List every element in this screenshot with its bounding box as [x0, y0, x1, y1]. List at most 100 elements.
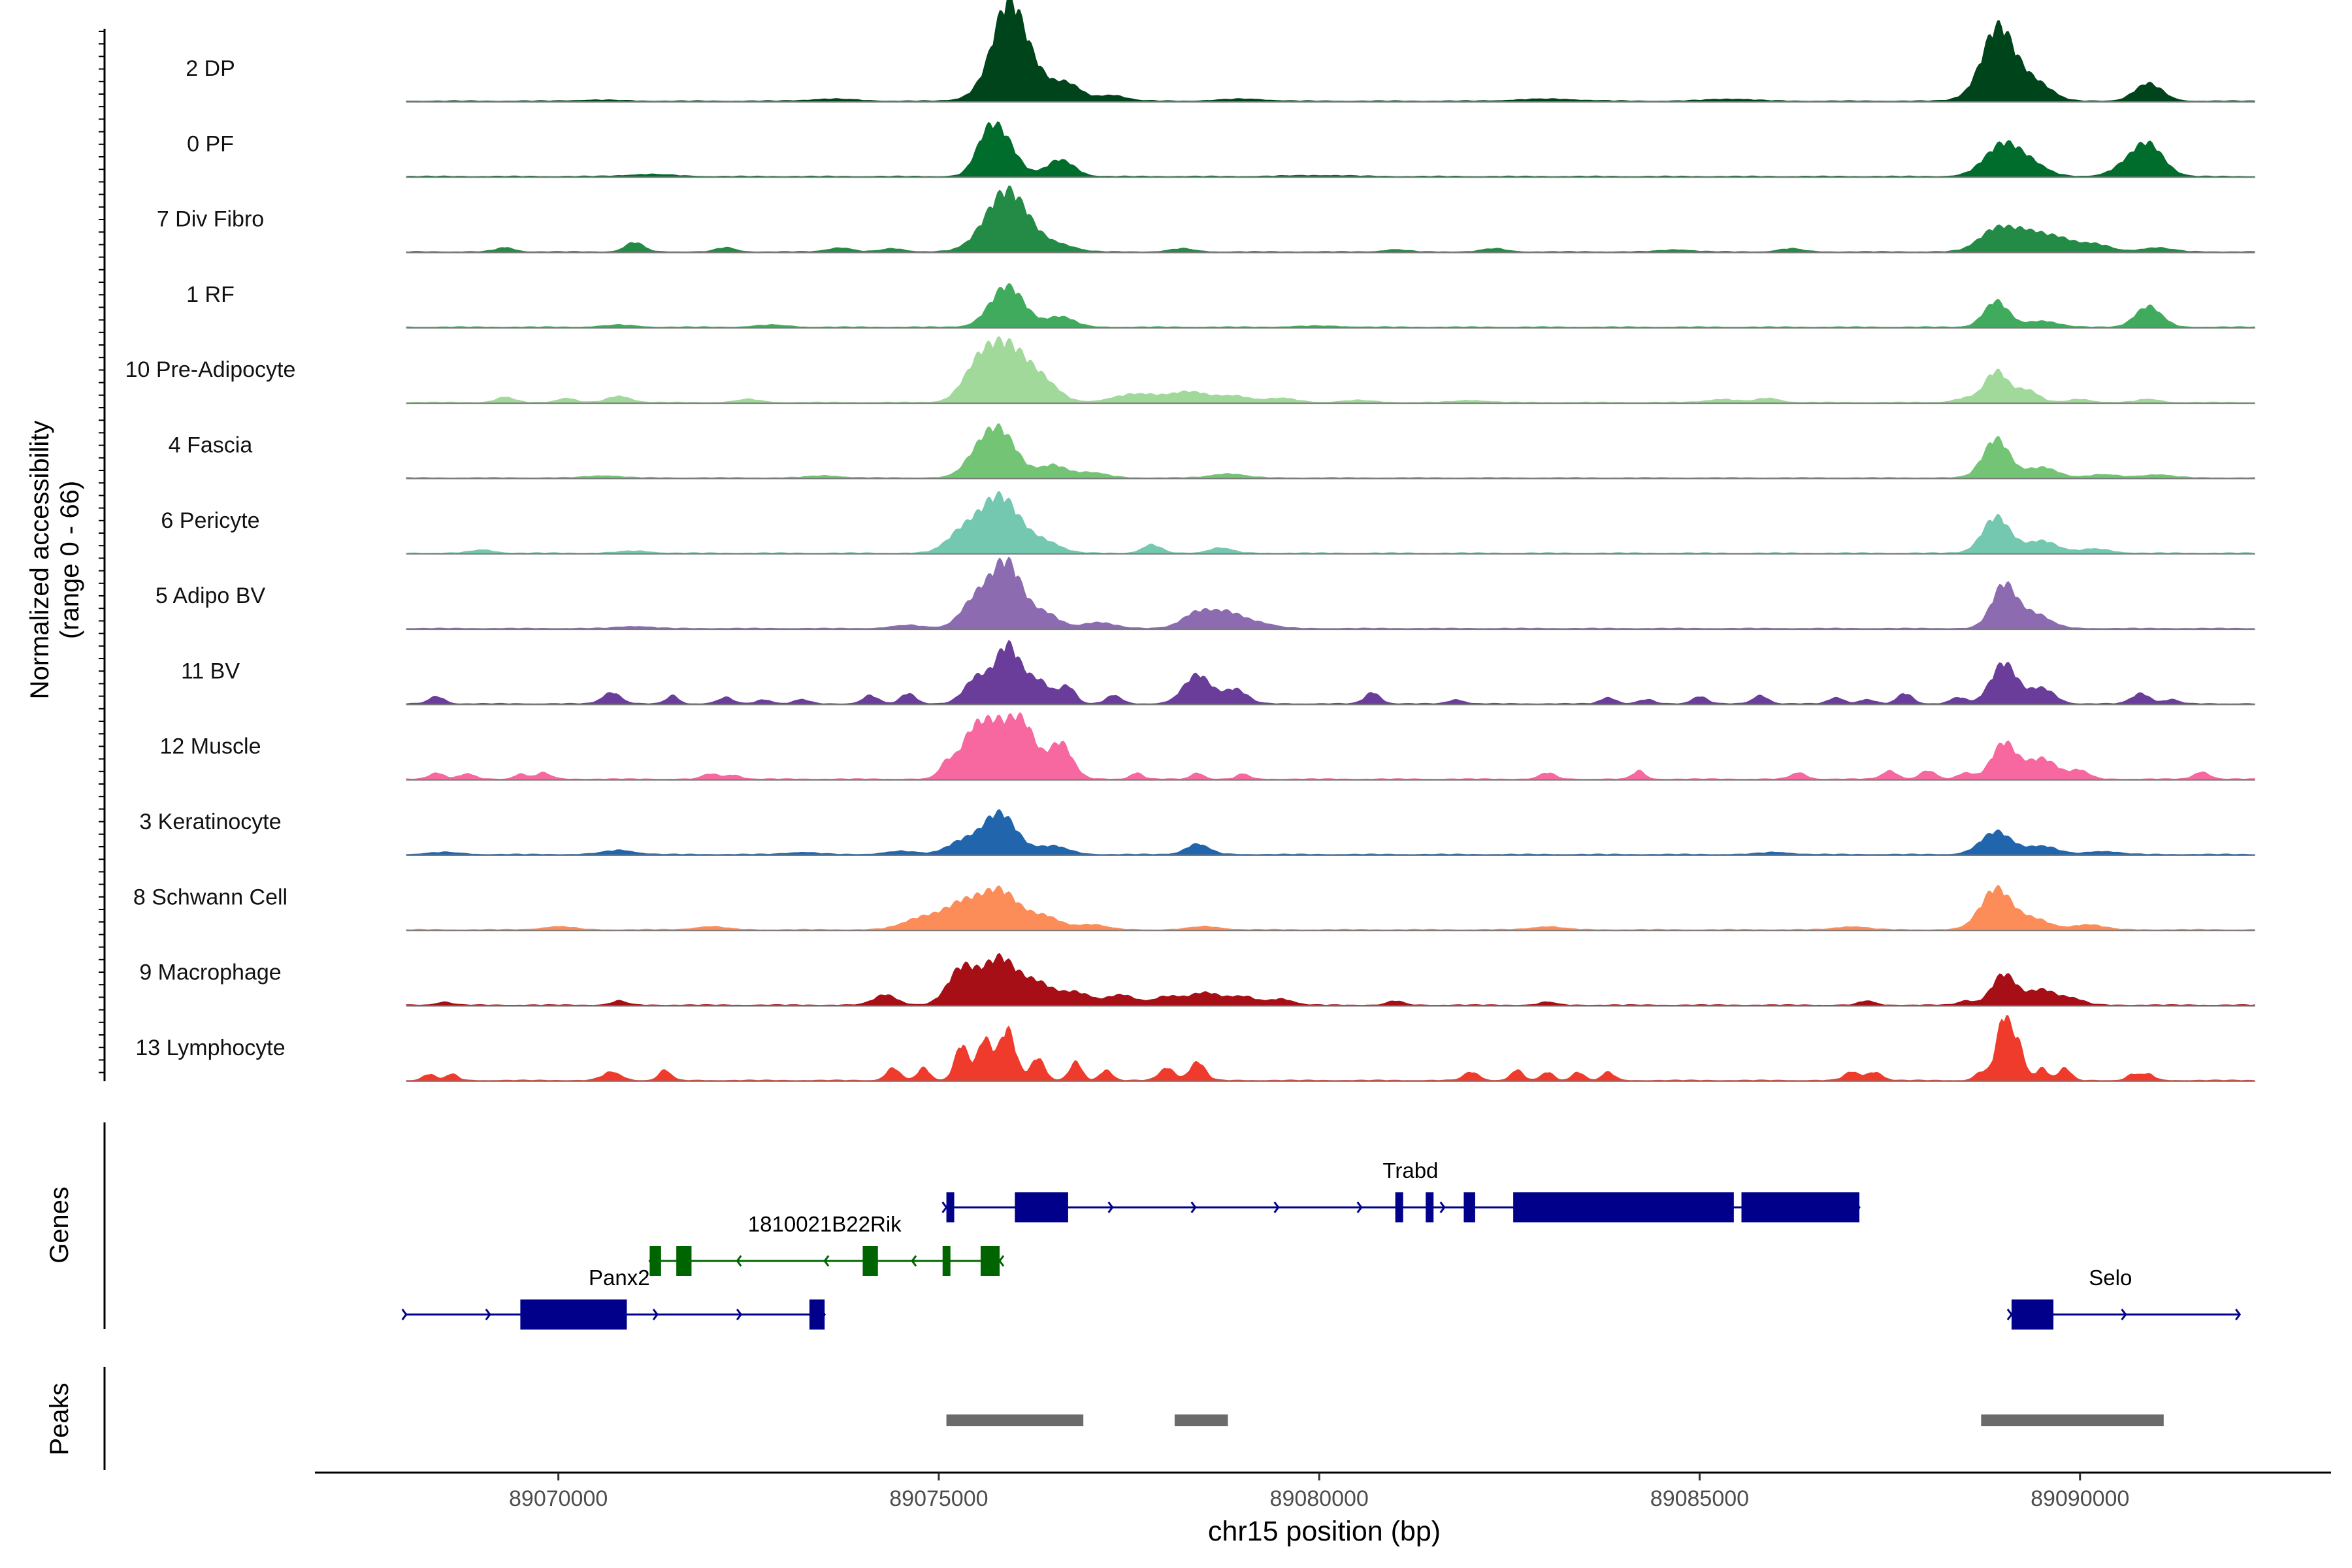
coverage-track	[406, 711, 2255, 781]
gene-exon	[1426, 1192, 1434, 1222]
gene-exon	[942, 1246, 951, 1276]
genes-panel-label: Genes	[45, 1186, 74, 1264]
gene-exon	[1015, 1192, 1068, 1222]
coverage-track	[406, 121, 2255, 178]
coverage-track	[406, 556, 2255, 630]
genes-panel: Trabd 1810021B22Rik Panx2 Selo	[103, 1122, 2242, 1330]
peak-region	[1174, 1414, 1228, 1426]
coverage-track	[406, 185, 2255, 253]
strand-arrow	[1356, 1201, 1363, 1213]
y-axis-title-line1: Normalized accessibility	[25, 421, 54, 700]
gene-model: Trabd	[941, 1158, 1861, 1222]
gene-name-label: 1810021B22Rik	[748, 1212, 902, 1236]
coverage-tracks	[99, 0, 2255, 1082]
strand-arrow	[911, 1255, 917, 1267]
track-label: 0 PF	[187, 131, 234, 156]
coverage-area	[406, 423, 2255, 479]
strand-arrow	[736, 1309, 743, 1320]
strand-arrow	[1190, 1201, 1197, 1213]
peak-region	[946, 1414, 1084, 1426]
peaks-panel-label: Peaks	[45, 1382, 74, 1455]
coverage-area	[406, 556, 2255, 630]
coverage-track	[406, 491, 2255, 555]
coverage-area	[406, 953, 2255, 1006]
x-tick-label: 89090000	[2031, 1486, 2129, 1511]
coverage-track	[406, 0, 2255, 103]
gene-exon	[946, 1192, 955, 1222]
coverage-track	[406, 885, 2255, 932]
coverage-track	[406, 640, 2255, 706]
gene-exon	[980, 1246, 1000, 1276]
gene-exon	[1395, 1192, 1403, 1222]
track-label: 10 Pre-Adipocyte	[125, 357, 296, 382]
coverage-area	[406, 809, 2255, 855]
coverage-area	[406, 1015, 2255, 1081]
x-axis: 89070000 89075000 89080000 89085000 89090000	[315, 1471, 2331, 1511]
strand-arrow	[941, 1201, 948, 1213]
coverage-area	[406, 711, 2255, 780]
gene-name-label: Panx2	[589, 1266, 650, 1290]
gene-exon	[809, 1299, 825, 1330]
gene-exon	[1463, 1192, 1475, 1222]
strand-arrow	[401, 1309, 408, 1320]
peaks-panel	[103, 1367, 2164, 1470]
gene-exon	[1513, 1192, 1734, 1222]
gene-exon	[676, 1246, 692, 1276]
peak-region	[1981, 1414, 2164, 1426]
strand-arrow	[823, 1255, 830, 1267]
gene-exon	[649, 1246, 661, 1276]
x-tick-label: 89080000	[1270, 1486, 1369, 1511]
coverage-track	[406, 423, 2255, 480]
strand-arrow	[998, 1255, 1005, 1267]
coverage-area	[406, 640, 2255, 705]
gene-model: Selo	[2006, 1266, 2242, 1330]
gene-model: 1810021B22Rik	[648, 1212, 1005, 1276]
strand-arrow	[2121, 1309, 2127, 1320]
strand-arrow	[2235, 1309, 2242, 1320]
strand-arrow	[652, 1309, 659, 1320]
coverage-area	[406, 121, 2255, 178]
coverage-track	[406, 283, 2255, 329]
gene-exon	[1741, 1192, 1859, 1222]
track-label: 3 Keratinocyte	[139, 809, 281, 834]
coverage-track	[406, 953, 2255, 1007]
coverage-area	[406, 185, 2255, 253]
coverage-track	[406, 1015, 2255, 1082]
strand-arrow	[2006, 1309, 2013, 1320]
gene-exon	[2011, 1299, 2053, 1330]
gene-model: Panx2	[401, 1266, 826, 1330]
x-tick-label: 89070000	[509, 1486, 608, 1511]
x-tick-label: 89075000	[889, 1486, 988, 1511]
gene-name-label: Trabd	[1382, 1158, 1438, 1183]
track-label: 12 Muscle	[160, 734, 261, 759]
coverage-area	[406, 491, 2255, 554]
coverage-area	[406, 283, 2255, 328]
coverage-track	[406, 336, 2255, 404]
strand-arrow	[1107, 1201, 1114, 1213]
x-tick-label: 89085000	[1650, 1486, 1749, 1511]
strand-arrow	[485, 1309, 491, 1320]
track-label: 2 DP	[186, 56, 235, 81]
track-label: 4 Fascia	[169, 433, 253, 458]
track-label: 8 Schwann Cell	[133, 885, 287, 909]
coverage-area	[406, 336, 2255, 404]
track-label: 6 Pericyte	[161, 508, 259, 533]
gene-name-label: Selo	[2089, 1266, 2132, 1290]
y-axis-title-line2: (range 0 - 66)	[56, 481, 84, 639]
coverage-area	[406, 0, 2255, 102]
coverage-area	[406, 885, 2255, 931]
x-axis-title: chr15 position (bp)	[1208, 1516, 1441, 1547]
track-label: 7 Div Fibro	[157, 207, 264, 232]
track-labels: 2 DP 0 PF 7 Div Fibro 1 RF 10 Pre-Adipocyte 4…	[125, 56, 296, 1060]
strand-arrow	[1439, 1201, 1446, 1213]
strand-arrow	[1273, 1201, 1280, 1213]
coverage-track	[406, 809, 2255, 856]
track-label: 13 Lymphocyte	[135, 1036, 285, 1060]
track-label: 1 RF	[186, 282, 235, 307]
strand-arrow	[736, 1255, 742, 1267]
track-label: 11 BV	[181, 659, 240, 683]
gene-exon	[862, 1246, 878, 1276]
gene-exon	[520, 1299, 627, 1330]
track-label: 9 Macrophage	[139, 960, 281, 985]
